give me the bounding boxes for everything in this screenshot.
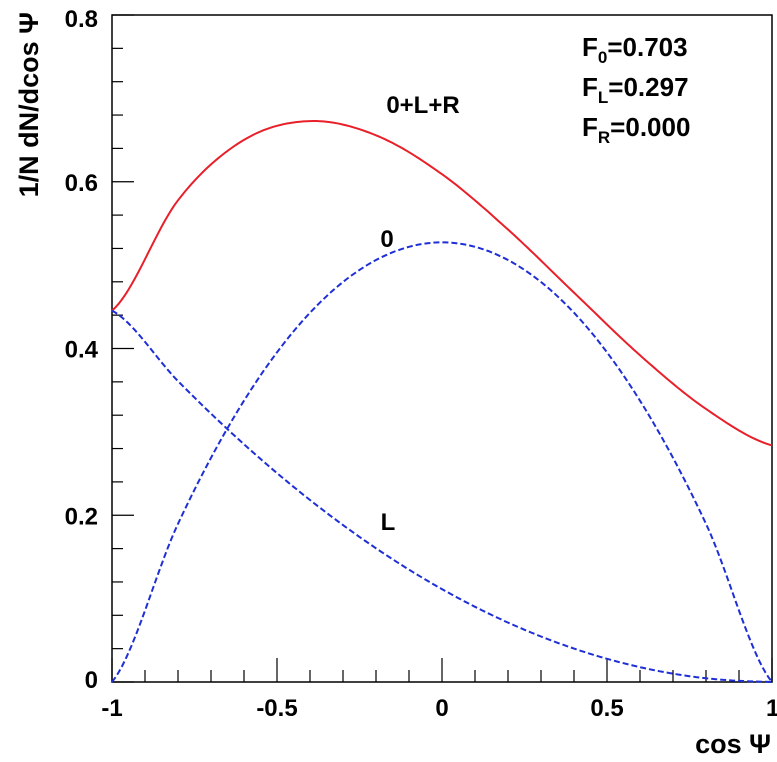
y-tick-label: 0.8 — [65, 6, 98, 33]
fraction-annotation: FL=0.297 — [582, 72, 689, 107]
x-tick-label: 1 — [766, 695, 777, 722]
series-label: 0+L+R — [386, 92, 459, 119]
series-label: 0 — [380, 226, 393, 253]
x-axis-title: cos Ψ — [695, 729, 771, 759]
x-tick-label: 0.5 — [590, 695, 623, 722]
y-axis-title: 1/N dN/dcos Ψ — [14, 12, 44, 197]
series-line-0 — [111, 241, 773, 683]
y-tick-label: 0.2 — [65, 503, 98, 530]
y-tick-label: 0.4 — [65, 337, 99, 364]
fraction-annotation: FR=0.000 — [582, 112, 690, 147]
fraction-annotation: F0=0.703 — [582, 32, 688, 67]
x-tick-label: -0.5 — [256, 695, 297, 722]
series-line-0-l-r — [111, 120, 773, 447]
x-tick-label: -1 — [101, 695, 122, 722]
series-label: L — [381, 509, 396, 536]
y-tick-label: 0 — [85, 667, 98, 694]
y-tick-label: 0.6 — [65, 170, 98, 197]
series-line-l — [111, 309, 773, 683]
x-tick-label: 0 — [435, 695, 448, 722]
